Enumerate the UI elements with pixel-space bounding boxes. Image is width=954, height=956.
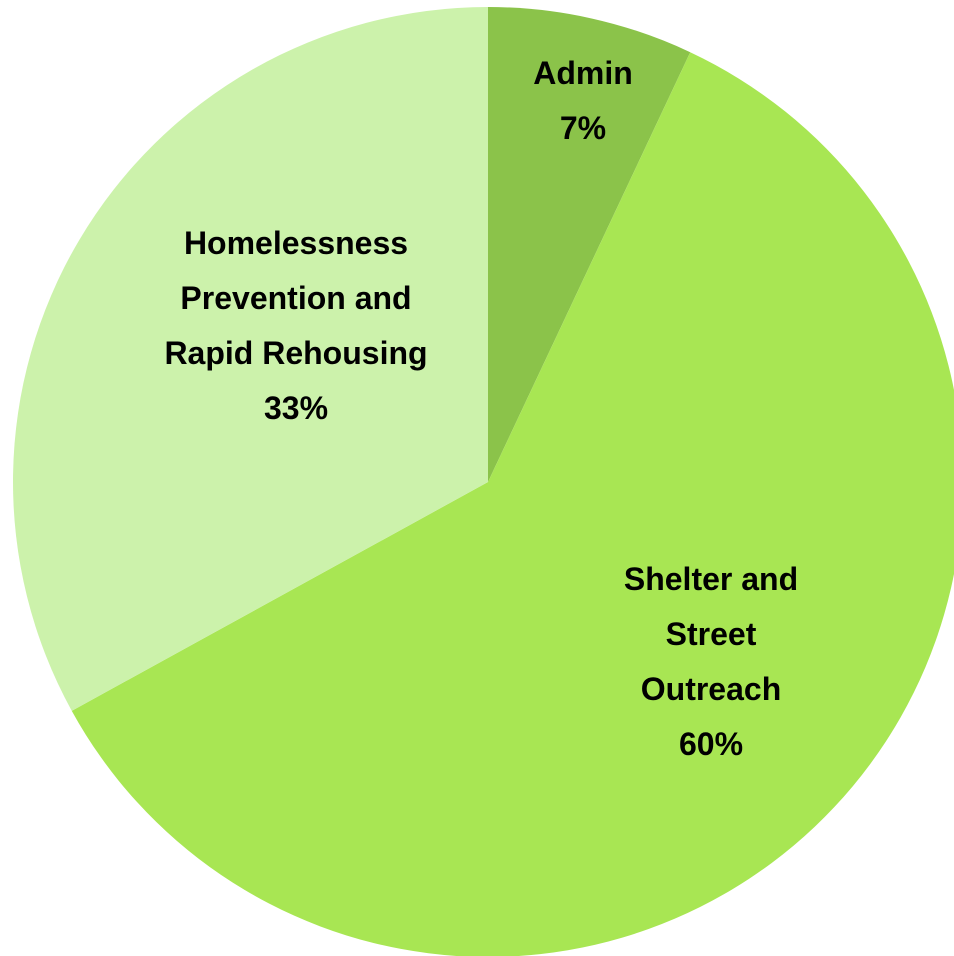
slice-value-label: 7% [560, 110, 606, 146]
slice-name-line: Outreach [641, 671, 781, 707]
slice-name-line: Prevention and [180, 280, 411, 316]
slice-label-2: Homelessness Prevention and Rapid Rehousin… [164, 225, 427, 426]
pie-slice-1 [71, 52, 954, 956]
slice-name-line: Shelter and [624, 561, 798, 597]
slice-name-line: Rapid Rehousing [164, 335, 427, 371]
slice-name-line: Homelessness [184, 225, 408, 261]
slice-name-line: Admin [533, 55, 633, 91]
pie-slice-0 [488, 7, 691, 482]
pie-slices [12, 7, 954, 956]
pie-slice-2 [12, 7, 489, 711]
pie-labels: Admin 7% Shelter and Street Outreach 60% Homel… [164, 55, 798, 762]
slice-label-0: Admin 7% [533, 55, 633, 146]
slice-value-label: 33% [264, 390, 328, 426]
slice-value-label: 60% [679, 726, 743, 762]
slice-name-line: Street [666, 616, 757, 652]
slice-label-1: Shelter and Street Outreach 60% [624, 561, 798, 762]
